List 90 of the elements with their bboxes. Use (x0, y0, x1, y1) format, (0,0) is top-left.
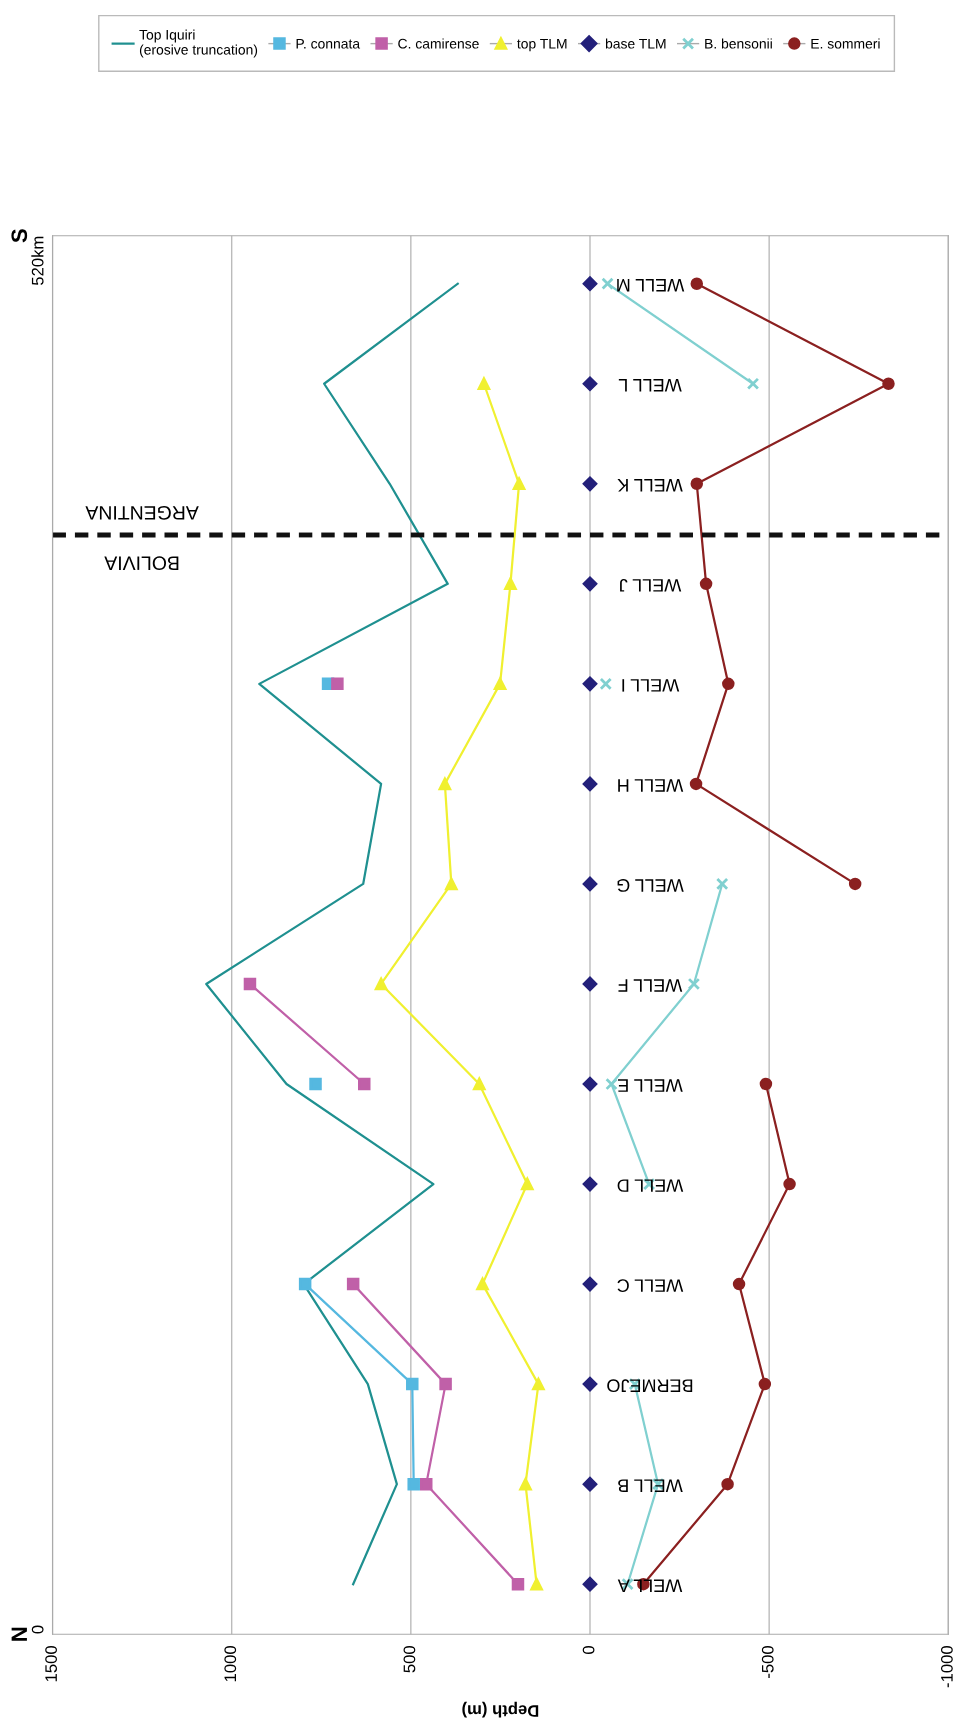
point (699, 577, 713, 591)
point (477, 377, 491, 390)
point (504, 577, 517, 591)
point (582, 876, 598, 892)
point (521, 1177, 534, 1191)
point (420, 1477, 433, 1491)
point (346, 1277, 360, 1291)
y-tick-label: WELL A (617, 1579, 683, 1592)
point (438, 777, 452, 791)
point (601, 277, 614, 290)
point (519, 1477, 532, 1491)
text: N (11, 1627, 27, 1641)
point (298, 1277, 312, 1291)
y-tick-label: WELL I (622, 679, 680, 692)
point (848, 877, 862, 891)
point (532, 1377, 545, 1391)
point (687, 977, 701, 991)
point (331, 677, 344, 691)
point (582, 976, 598, 992)
y-tick-label: WELL L (618, 379, 682, 392)
point (599, 677, 613, 691)
point (512, 475, 526, 491)
point (715, 877, 729, 891)
x-tick-label: 1500 (45, 1645, 57, 1682)
legend-label: C. camirense (398, 38, 479, 49)
point (582, 1076, 598, 1092)
y-tick-label: BERMEJO (607, 1379, 693, 1393)
x-tick-label: 500 (403, 1645, 416, 1673)
y-tick-label: WELL K (617, 479, 683, 492)
point (358, 1077, 371, 1091)
point (582, 1276, 598, 1292)
point (511, 1577, 525, 1591)
point (582, 1576, 598, 1592)
point (758, 1377, 772, 1391)
point (721, 1477, 734, 1491)
x-axis-title: Depth (m) (462, 1701, 539, 1718)
annotation: ARGENTINA (85, 505, 199, 520)
point (582, 376, 598, 392)
point (309, 1077, 322, 1091)
point (582, 776, 598, 792)
legend-label: top TLM (517, 38, 567, 52)
point (732, 1277, 746, 1291)
point (445, 877, 458, 891)
x-tick-label: -1000 (940, 1645, 953, 1688)
point (243, 977, 257, 991)
y-tick-label: WELL E (618, 1079, 683, 1092)
text: 520km (31, 236, 44, 286)
x-tick-label: -500 (761, 1645, 774, 1678)
legend-label: P. connata (296, 38, 361, 49)
y-tick-label: WELL H (618, 779, 684, 792)
point (582, 676, 598, 692)
text: 0 (31, 1625, 44, 1634)
annotation: BOLIVIA (104, 556, 179, 571)
point (605, 1077, 618, 1091)
x-tick-label: 0 (582, 1645, 595, 1654)
y-tick-label: WELL B (618, 1479, 683, 1492)
point (690, 477, 704, 491)
x-tick-label: 1000 (224, 1645, 237, 1682)
y-tick-label: WELL C (617, 1279, 684, 1293)
legend-label: E. sommeri (811, 38, 880, 49)
point (582, 1476, 598, 1492)
point (746, 377, 760, 390)
legend-label: Top Iquiri (erosive truncation) (139, 29, 258, 58)
point (722, 677, 735, 691)
point (406, 1377, 419, 1391)
point (582, 276, 598, 292)
y-tick-label: WELL F (618, 979, 683, 992)
point (690, 277, 704, 290)
point (582, 1376, 598, 1392)
point (407, 1477, 420, 1491)
legend-label: B. bensonii (705, 38, 772, 49)
point (493, 677, 507, 691)
point (582, 476, 598, 492)
point (582, 1176, 598, 1192)
point (689, 777, 703, 791)
point (882, 377, 895, 390)
y-tick-label: WELL G (617, 879, 684, 892)
point (759, 1077, 773, 1091)
point (582, 576, 598, 592)
y-tick-label: WELL J (620, 578, 682, 592)
point (530, 1577, 543, 1591)
y-tick-label: WELL M (617, 279, 685, 292)
text: S (11, 229, 28, 243)
point (374, 977, 388, 991)
point (439, 1377, 452, 1391)
y-tick-label: WELL D (617, 1179, 684, 1192)
legend-label: base TLM (605, 38, 666, 49)
point (473, 1077, 486, 1091)
point (476, 1277, 489, 1291)
point (783, 1177, 796, 1191)
